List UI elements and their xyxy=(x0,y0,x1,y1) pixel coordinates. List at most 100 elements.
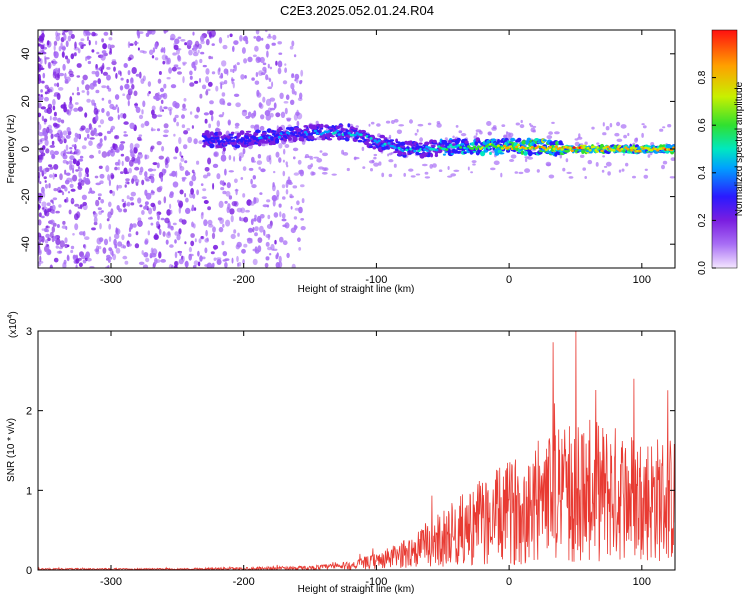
noise-cell xyxy=(150,176,155,184)
noise-cell xyxy=(265,30,268,33)
noise-cell xyxy=(139,204,143,208)
noise-cell xyxy=(109,103,115,110)
noise-cell xyxy=(232,81,235,89)
halo-cell xyxy=(546,135,553,140)
halo-cell xyxy=(355,125,359,128)
noise-cell xyxy=(222,259,228,262)
noise-cell xyxy=(165,58,170,65)
noise-cell xyxy=(152,47,156,53)
noise-cell xyxy=(144,201,149,206)
noise-cell xyxy=(85,84,90,91)
noise-cell xyxy=(247,111,252,118)
noise-cell xyxy=(53,164,59,170)
noise-cell xyxy=(269,253,272,256)
halo-cell xyxy=(373,153,378,157)
noise-cell xyxy=(71,144,76,147)
halo-cell xyxy=(545,161,552,167)
noise-cell xyxy=(123,63,128,68)
noise-cell xyxy=(68,103,74,109)
noise-cell xyxy=(131,67,137,74)
noise-cell xyxy=(157,78,162,84)
noise-cell xyxy=(112,190,116,197)
noise-cell xyxy=(56,82,60,88)
noise-cell xyxy=(92,81,97,86)
noise-cell xyxy=(46,40,50,46)
halo-cell xyxy=(530,127,536,133)
noise-cell xyxy=(186,171,191,176)
halo-cell xyxy=(625,162,629,167)
noise-cell xyxy=(201,211,204,216)
noise-cell xyxy=(170,84,177,89)
noise-cell xyxy=(255,30,260,35)
noise-cell xyxy=(85,167,89,175)
noise-cell xyxy=(141,250,144,255)
ridge-cell xyxy=(471,142,475,146)
noise-cell xyxy=(243,58,248,64)
noise-cell xyxy=(204,264,209,267)
ridge-core-cell xyxy=(242,138,246,141)
ridge-cell xyxy=(230,131,235,135)
ridge-core-cell xyxy=(347,131,351,135)
noise-cell xyxy=(243,243,248,248)
ridge-core-cell xyxy=(606,145,610,148)
snr-series-line xyxy=(38,331,675,570)
ridge-cell xyxy=(261,132,267,135)
halo-cell xyxy=(393,163,397,168)
noise-cell xyxy=(222,100,226,106)
ridge-core-cell xyxy=(383,142,387,146)
noise-cell xyxy=(189,111,193,115)
noise-cell xyxy=(236,207,243,213)
noise-cell xyxy=(125,171,129,174)
noise-cell xyxy=(182,76,185,84)
noise-cell xyxy=(265,256,270,261)
halo-cell xyxy=(620,124,627,129)
noise-cell xyxy=(213,151,219,158)
noise-cell xyxy=(251,184,257,189)
noise-cell xyxy=(176,121,180,127)
noise-cell xyxy=(101,97,105,101)
noise-cell xyxy=(265,114,271,121)
halo-cell xyxy=(510,154,517,159)
noise-cell xyxy=(115,247,121,254)
ridge-cell xyxy=(271,130,277,133)
noise-cell xyxy=(189,82,195,87)
ridge-cell xyxy=(517,137,522,142)
noise-cell xyxy=(216,120,220,127)
ridge-core-cell xyxy=(560,148,564,151)
noise-cell xyxy=(242,193,246,198)
noise-cell xyxy=(111,60,117,66)
noise-cell xyxy=(127,233,132,238)
noise-cell xyxy=(189,75,193,80)
noise-cell xyxy=(126,195,130,200)
ridge-core-cell xyxy=(297,132,301,135)
noise-cell xyxy=(150,247,154,255)
noise-cell xyxy=(158,251,162,259)
noise-cell xyxy=(119,85,124,91)
ridge-core-cell xyxy=(232,139,236,142)
noise-cell xyxy=(298,247,302,251)
noise-cell xyxy=(120,171,124,175)
noise-cell xyxy=(233,40,239,45)
noise-cell xyxy=(86,98,91,103)
noise-cell xyxy=(127,70,131,76)
noise-cell xyxy=(266,204,270,208)
noise-cell xyxy=(284,63,287,66)
noise-cell xyxy=(130,77,134,83)
noise-cell xyxy=(156,162,160,169)
noise-cell xyxy=(158,155,164,160)
noise-cell xyxy=(142,75,146,82)
noise-cell xyxy=(282,170,286,177)
noise-cell xyxy=(225,219,231,227)
noise-cell xyxy=(188,246,192,253)
noise-cell xyxy=(39,181,42,185)
noise-cell xyxy=(122,93,126,96)
noise-cell xyxy=(114,166,118,171)
halo-cell xyxy=(371,159,375,163)
halo-cell xyxy=(307,164,312,170)
noise-cell xyxy=(43,176,47,180)
noise-cell xyxy=(176,67,181,70)
noise-cell xyxy=(117,114,120,120)
ridge-cell xyxy=(450,152,454,155)
noise-cell xyxy=(136,30,140,37)
ridge-cell xyxy=(275,137,280,143)
